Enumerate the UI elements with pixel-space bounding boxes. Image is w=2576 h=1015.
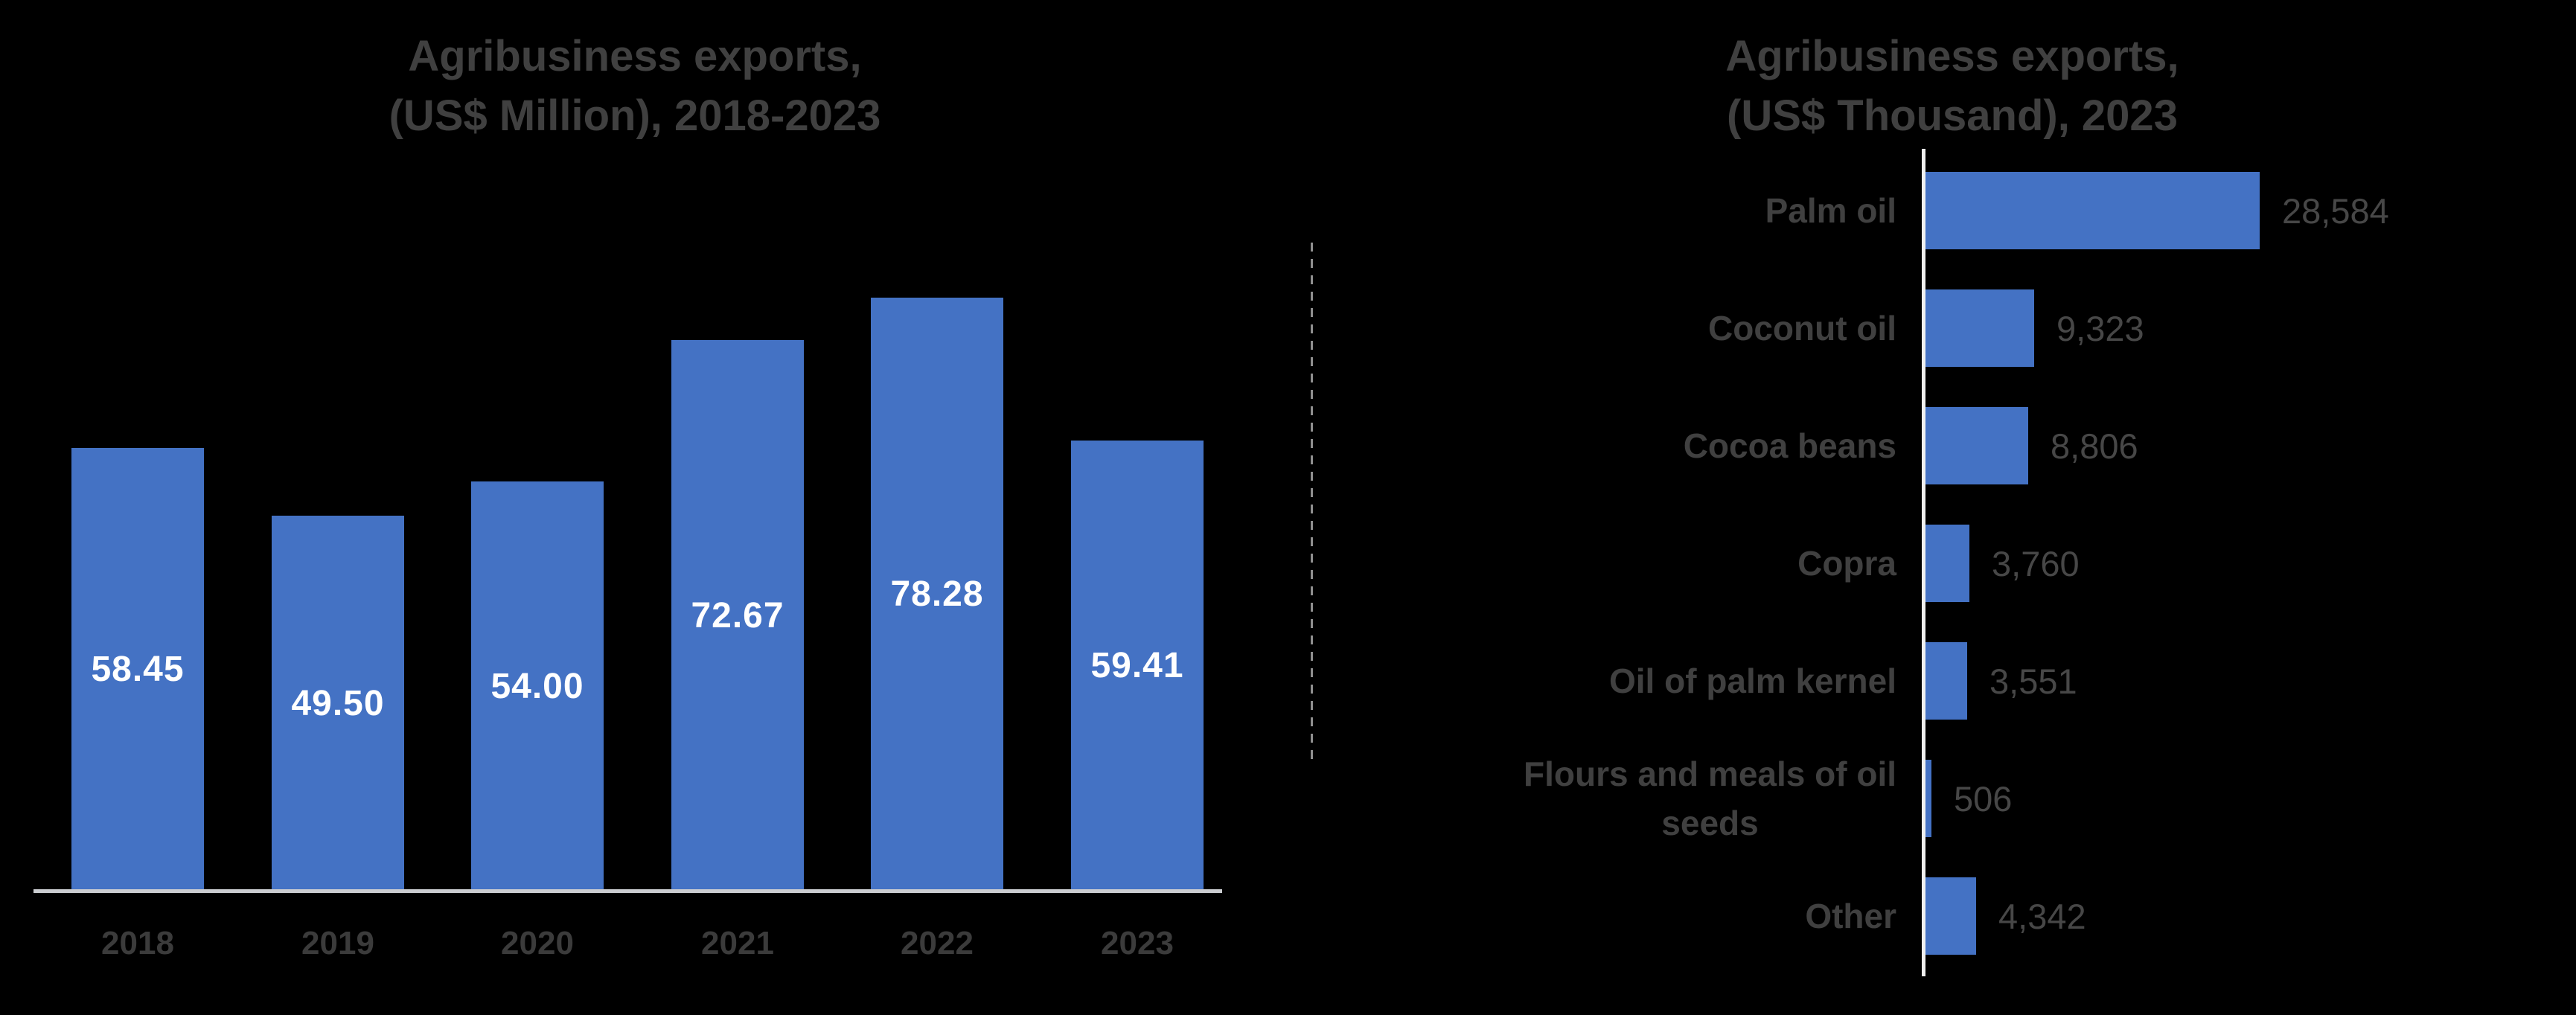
right-bar-cocoa-beans	[1925, 407, 2028, 484]
left-chart-x-axis-line	[33, 889, 1222, 893]
left-chart-title: Agribusiness exports, (US$ Million), 201…	[389, 32, 881, 140]
category-label: Copra	[1797, 544, 1896, 583]
x-axis-label-2018: 2018	[101, 925, 174, 961]
category-label: Other	[1805, 897, 1896, 935]
right-bar-flours-and-meals-of-oil-seeds	[1925, 760, 1931, 837]
left-bar-2020: 54.00	[471, 481, 604, 891]
category-label-row-coconut-oil: Coconut oil	[1265, 269, 1896, 387]
right-bar-value-label: 9,323	[2056, 308, 2144, 348]
left-bar-2023: 59.41	[1071, 441, 1204, 891]
left-bar-2019: 49.50	[272, 516, 404, 891]
right-bar-other	[1925, 877, 1976, 955]
right-bar-palm-oil	[1925, 172, 2260, 249]
category-label: Palm oil	[1765, 191, 1896, 230]
right-bar-copra	[1925, 525, 1969, 602]
x-axis-label-2020: 2020	[501, 925, 574, 961]
left-bar-value-label: 49.50	[291, 683, 385, 723]
left-bar-value-label: 78.28	[890, 574, 984, 614]
category-label-row-copra: Copra	[1265, 505, 1896, 622]
left-bar-value-label: 54.00	[490, 666, 584, 706]
left-bar-2021: 72.67	[671, 340, 804, 891]
x-axis-label-2023: 2023	[1101, 925, 1174, 961]
dashed-divider-line	[1311, 243, 1313, 761]
category-label-row-other: Other	[1265, 857, 1896, 975]
category-label: Oil of palm kernel	[1609, 662, 1896, 700]
left-bar-value-label: 58.45	[91, 650, 185, 689]
category-label: Coconut oil	[1708, 309, 1896, 348]
x-axis-label-2021: 2021	[701, 925, 774, 961]
category-label-row-palm-oil: Palm oil	[1265, 152, 1896, 269]
right-bar-value-label: 8,806	[2051, 426, 2138, 466]
right-bar-oil-of-palm-kernel	[1925, 642, 1967, 720]
right-bar-value-label: 3,760	[1992, 543, 2080, 583]
right-chart-y-axis-line	[1922, 149, 1925, 976]
left-bar-2022: 78.28	[871, 298, 1003, 891]
right-chart-title: Agribusiness exports, (US$ Thousand), 20…	[1725, 32, 2179, 140]
right-bar-value-label: 4,342	[1998, 896, 2086, 936]
right-bar-value-label: 28,584	[2282, 190, 2389, 231]
category-label: Flours and meals of oil seeds	[1524, 755, 1896, 842]
category-label-row-cocoa-beans: Cocoa beans	[1265, 387, 1896, 505]
category-label: Cocoa beans	[1683, 426, 1896, 465]
right-bar-value-label: 3,551	[1989, 661, 2077, 701]
right-bar-coconut-oil	[1925, 289, 2034, 367]
left-bar-value-label: 59.41	[1090, 646, 1184, 685]
left-bar-2018: 58.45	[71, 448, 204, 891]
x-axis-label-2019: 2019	[301, 925, 374, 961]
category-label-row-flours-and-meals-of-oil-seeds: Flours and meals of oil seeds	[1265, 740, 1896, 857]
category-label-row-oil-of-palm-kernel: Oil of palm kernel	[1265, 622, 1896, 740]
left-bar-value-label: 72.67	[691, 595, 784, 635]
x-axis-label-2022: 2022	[901, 925, 974, 961]
right-bar-value-label: 506	[1954, 778, 2013, 819]
